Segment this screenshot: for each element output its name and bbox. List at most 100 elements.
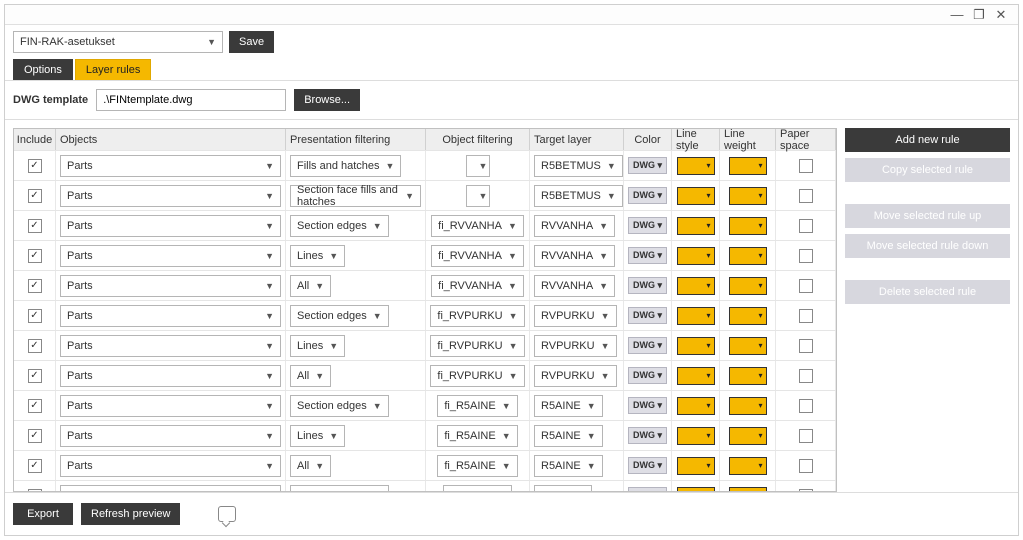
paperspace-checkbox[interactable] (799, 369, 813, 383)
header-objf[interactable]: Object filtering (426, 129, 530, 150)
combo[interactable]: RVPURKU▼ (534, 365, 617, 387)
combo[interactable]: Parts▼ (60, 215, 281, 237)
combo[interactable]: RVVANHA▼ (534, 215, 615, 237)
swatch-button[interactable]: ▾ (677, 367, 715, 385)
table-row[interactable]: Parts▼Section face fills and hatches▼▼R5… (14, 181, 836, 211)
include-checkbox[interactable] (28, 279, 42, 293)
table-row[interactable]: Parts▼ Section edges▼ fi_RVPURKU▼ RVPURKU▼ D… (14, 301, 836, 331)
swatch-button[interactable]: ▾ (729, 187, 767, 205)
combo[interactable]: fi_R5AINE▼ (437, 395, 517, 417)
swatch-button[interactable]: ▾ (677, 337, 715, 355)
paperspace-checkbox[interactable] (799, 429, 813, 443)
combo[interactable]: Lines▼ (290, 245, 345, 267)
swatch-button[interactable]: ▾ (729, 307, 767, 325)
combo[interactable]: fi_R4VS▼ (443, 485, 512, 492)
table-row[interactable]: Parts▼Fills and hatches▼▼R5BETMUS▼DWG ▾▾… (14, 151, 836, 181)
dwg-color-button[interactable]: DWG ▾ (628, 187, 667, 204)
dwg-color-button[interactable]: DWG ▾ (628, 277, 667, 294)
combo[interactable]: Fills and hatches▼ (290, 155, 401, 177)
swatch-button[interactable]: ▾ (677, 157, 715, 175)
table-row[interactable]: Parts▼ All▼ fi_RVVANHA▼ RVVANHA▼ DWG ▾ ▾ ▾ (14, 271, 836, 301)
include-checkbox[interactable] (28, 219, 42, 233)
combo[interactable]: Parts▼ (60, 155, 281, 177)
combo[interactable]: Section face fills and hatches▼ (290, 185, 421, 207)
combo[interactable]: RVPURKU▼ (534, 335, 617, 357)
combo[interactable]: fi_RVPURKU▼ (430, 335, 524, 357)
table-row[interactable]: Parts▼All▼fi_RVPURKU▼RVPURKU▼DWG ▾▾▾ (14, 361, 836, 391)
combo[interactable]: Parts▼ (60, 305, 281, 327)
include-checkbox[interactable] (28, 429, 42, 443)
swatch-button[interactable]: ▾ (729, 337, 767, 355)
combo[interactable]: R5AINE▼ (534, 425, 603, 447)
table-row[interactable]: Parts▼All▼fi_R5AINE▼R5AINE▼DWG ▾▾▾ (14, 451, 836, 481)
header-color[interactable]: Color (624, 129, 672, 150)
combo[interactable]: fi_RVPURKU▼ (430, 305, 524, 327)
combo[interactable]: Lines▼ (290, 425, 345, 447)
swatch-button[interactable]: ▾ (729, 217, 767, 235)
swatch-button[interactable]: ▾ (729, 487, 767, 492)
dwg-color-button[interactable]: DWG ▾ (628, 397, 667, 414)
swatch-button[interactable]: ▾ (729, 157, 767, 175)
dwg-color-button[interactable]: DWG ▾ (628, 457, 667, 474)
add-rule-button[interactable]: Add new rule (845, 128, 1010, 152)
include-checkbox[interactable] (28, 489, 42, 492)
dwg-color-button[interactable]: DWG ▾ (628, 427, 667, 444)
paperspace-checkbox[interactable] (799, 159, 813, 173)
combo[interactable]: ▼ (466, 185, 490, 207)
comment-icon[interactable] (218, 506, 236, 522)
dwg-color-button[interactable]: DWG ▾ (628, 307, 667, 324)
refresh-preview-button[interactable]: Refresh preview (81, 503, 180, 525)
swatch-button[interactable]: ▾ (729, 397, 767, 415)
swatch-button[interactable]: ▾ (677, 307, 715, 325)
paperspace-checkbox[interactable] (799, 399, 813, 413)
combo[interactable]: All▼ (290, 455, 331, 477)
combo[interactable]: Parts▼ (60, 275, 281, 297)
swatch-button[interactable]: ▾ (729, 367, 767, 385)
combo[interactable]: fi_R5AINE▼ (437, 425, 517, 447)
include-checkbox[interactable] (28, 339, 42, 353)
tab-options[interactable]: Options (13, 59, 73, 80)
swatch-button[interactable]: ▾ (677, 277, 715, 295)
combo[interactable]: RVVANHA▼ (534, 275, 615, 297)
combo[interactable]: fi_R5AINE▼ (437, 455, 517, 477)
paperspace-checkbox[interactable] (799, 339, 813, 353)
combo[interactable]: Section edges▼ (290, 485, 389, 492)
swatch-button[interactable]: ▾ (677, 397, 715, 415)
header-tgt[interactable]: Target layer (530, 129, 624, 150)
paperspace-checkbox[interactable] (799, 219, 813, 233)
dwg-color-button[interactable]: DWG ▾ (628, 487, 667, 491)
combo[interactable]: All▼ (290, 365, 331, 387)
table-row[interactable]: Parts▼Lines▼fi_RVVANHA▼RVVANHA▼DWG ▾▾▾ (14, 241, 836, 271)
combo[interactable]: RVPURKU▼ (534, 305, 617, 327)
close-button[interactable]: ✕ (990, 7, 1012, 23)
combo[interactable]: R5AINE▼ (534, 455, 603, 477)
include-checkbox[interactable] (28, 399, 42, 413)
combo[interactable]: All▼ (290, 275, 331, 297)
dwg-color-button[interactable]: DWG ▾ (628, 157, 667, 174)
minimize-button[interactable]: — (946, 7, 968, 22)
paperspace-checkbox[interactable] (799, 189, 813, 203)
combo[interactable]: Lines▼ (290, 335, 345, 357)
header-include[interactable]: Include (14, 129, 56, 150)
dwg-color-button[interactable]: DWG ▾ (628, 217, 667, 234)
paperspace-checkbox[interactable] (799, 459, 813, 473)
swatch-button[interactable]: ▾ (677, 427, 715, 445)
combo[interactable]: fi_RVVANHA▼ (431, 275, 524, 297)
paperspace-checkbox[interactable] (799, 489, 813, 492)
swatch-button[interactable]: ▾ (729, 277, 767, 295)
include-checkbox[interactable] (28, 189, 42, 203)
combo[interactable]: Parts▼ (60, 185, 281, 207)
tab-layer-rules[interactable]: Layer rules (75, 59, 151, 80)
include-checkbox[interactable] (28, 159, 42, 173)
dwg-color-button[interactable]: DWG ▾ (628, 337, 667, 354)
template-input[interactable] (96, 89, 286, 111)
combo[interactable]: R5AINE▼ (534, 395, 603, 417)
combo[interactable]: Section edges▼ (290, 305, 389, 327)
combo[interactable]: Parts▼ (60, 425, 281, 447)
swatch-button[interactable]: ▾ (677, 487, 715, 492)
combo[interactable]: Section edges▼ (290, 395, 389, 417)
combo[interactable]: Parts▼ (60, 335, 281, 357)
header-objects[interactable]: Objects (56, 129, 286, 150)
combo[interactable]: ▼ (466, 155, 490, 177)
dwg-color-button[interactable]: DWG ▾ (628, 247, 667, 264)
